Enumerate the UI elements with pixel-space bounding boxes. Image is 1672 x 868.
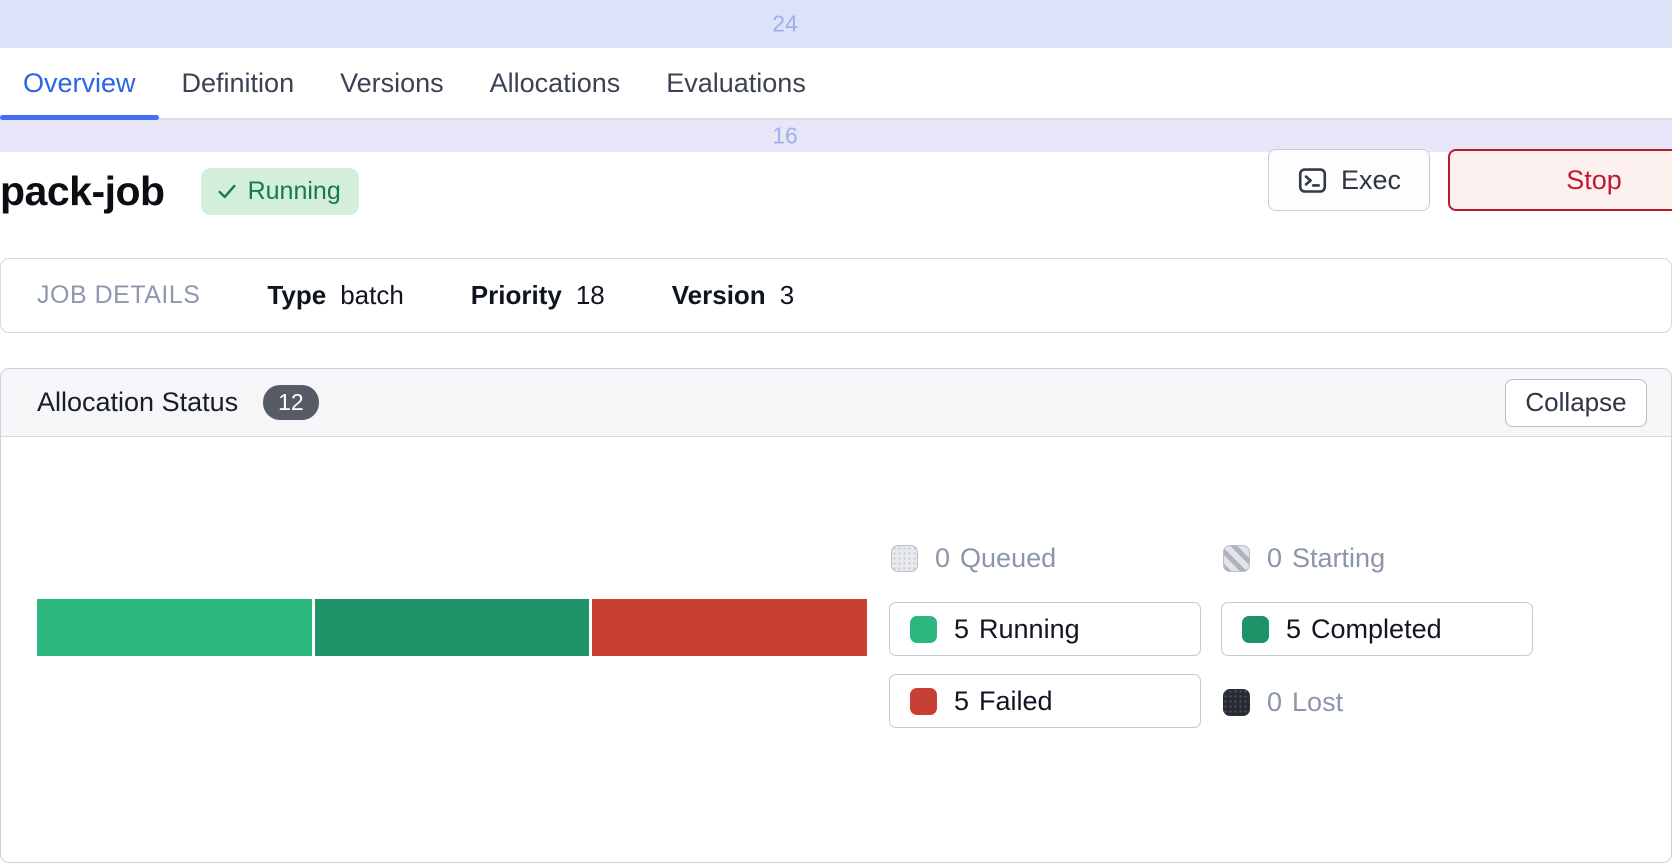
job-details-heading: JOB DETAILS [37,281,201,309]
legend-lost-count: 0 [1267,687,1283,717]
stop-button-label: Stop [1566,164,1622,195]
legend-item-running[interactable]: 5 Running [889,602,1201,656]
bar-segment-running[interactable] [37,599,312,656]
job-detail-version-label: Version [671,280,766,310]
spacing-annotation-top: 24 [0,0,1672,48]
job-detail-type-value: batch [340,280,404,310]
legend-completed-count: 5 [1286,613,1302,644]
tab-versions[interactable]: Versions [317,48,467,118]
spacing-annotation-inner-label: 16 [772,122,798,149]
page-title: pack-job [0,167,165,214]
tab-versions-label: Versions [340,67,444,98]
job-detail-type-label: Type [267,280,327,310]
status-badge-label: Running [247,176,341,205]
job-tab-bar: Overview Definition Versions Allocations… [0,48,1672,120]
job-detail-version: Version 3 [672,280,794,311]
tab-definition-label: Definition [181,67,295,98]
legend-lost-label: Lost [1292,687,1344,717]
stop-button[interactable]: Stop [1448,149,1672,211]
legend-queued-label: Queued [960,543,1057,573]
exec-button[interactable]: Exec [1268,149,1430,211]
legend-queued-count: 0 [935,543,951,573]
starting-swatch-icon [1223,545,1250,572]
legend-starting-count: 0 [1267,543,1283,573]
allocation-status-panel: Allocation Status 12 Collapse 0 Queued 0… [0,368,1672,863]
bar-segment-completed[interactable] [314,599,590,656]
failed-swatch-icon [910,687,937,715]
allocation-chart-area: 0 Queued 0 Starting 5 Running 5 Complete… [1,437,1671,861]
completed-swatch-icon [1242,615,1269,643]
collapse-button-label: Collapse [1525,387,1627,417]
spacing-annotation-inner: 16 [0,120,1672,152]
legend-item-lost: 0 Lost [1223,687,1343,718]
job-detail-priority-value: 18 [575,280,605,310]
terminal-icon [1298,167,1327,193]
collapse-button[interactable]: Collapse [1505,378,1647,427]
tab-allocations[interactable]: Allocations [467,48,644,118]
legend-item-queued: 0 Queued [891,543,1056,574]
legend-item-failed[interactable]: 5 Failed [889,674,1201,728]
job-detail-priority-label: Priority [470,280,562,310]
allocation-status-header: Allocation Status 12 Collapse [1,369,1671,437]
legend-starting-label: Starting [1292,543,1386,573]
legend-item-completed[interactable]: 5 Completed [1221,602,1533,656]
job-detail-priority: Priority 18 [471,280,605,311]
legend-item-starting: 0 Starting [1223,543,1385,574]
job-details-panel: JOB DETAILS Type batch Priority 18 Versi… [0,258,1672,333]
exec-button-label: Exec [1340,164,1402,195]
tab-evaluations-label: Evaluations [666,67,806,98]
check-icon [218,184,236,199]
allocation-status-title: Allocation Status [37,387,239,417]
allocation-stacked-bar [37,599,868,656]
lost-swatch-icon [1223,689,1250,716]
bar-segment-failed[interactable] [592,599,868,656]
tab-overview[interactable]: Overview [0,48,159,120]
job-header: pack-job Running Exec Stop [0,149,1672,230]
legend-running-count: 5 [954,613,970,644]
job-detail-type: Type batch [267,280,403,311]
tab-evaluations[interactable]: Evaluations [643,48,829,118]
job-detail-version-value: 3 [779,280,795,310]
tab-allocations-label: Allocations [489,67,621,98]
legend-failed-label: Failed [979,685,1053,716]
tab-definition[interactable]: Definition [159,48,318,118]
queued-swatch-icon [891,545,918,572]
legend-running-label: Running [979,613,1080,644]
running-swatch-icon [910,615,937,643]
status-badge: Running [200,167,359,215]
tab-overview-label: Overview [23,67,136,98]
legend-failed-count: 5 [954,685,970,716]
legend-completed-label: Completed [1311,613,1442,644]
allocation-count-badge: 12 [263,385,319,420]
spacing-annotation-top-label: 24 [772,10,798,37]
